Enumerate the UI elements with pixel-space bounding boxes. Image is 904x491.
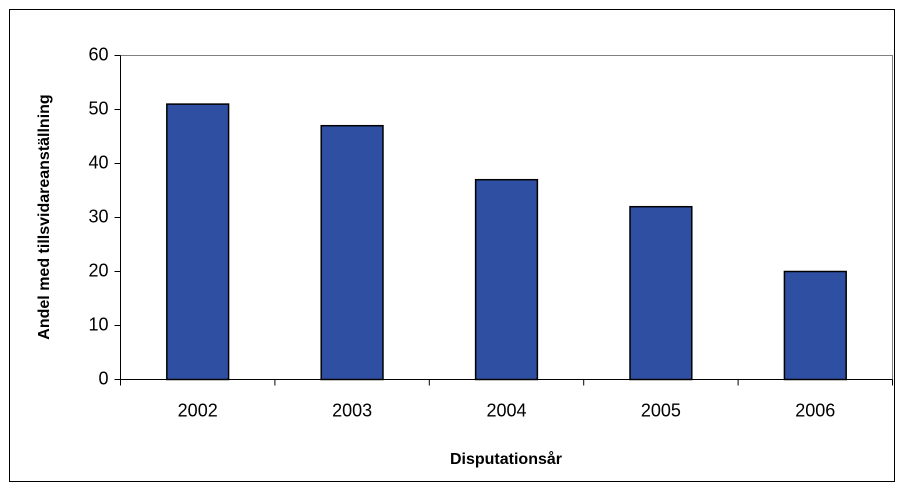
bar — [474, 178, 539, 381]
y-tick-label: 0 — [98, 368, 108, 388]
x-tick-label: 2003 — [332, 400, 372, 420]
x-tick-label: 2004 — [486, 400, 526, 420]
x-axis-label: Disputationsår — [450, 450, 562, 468]
bar — [783, 270, 847, 381]
y-axis-label: Andel med tillsvidareanställning — [36, 94, 53, 339]
y-tick-label: 10 — [88, 314, 108, 334]
y-tick-label: 40 — [88, 152, 108, 172]
y-tick-label: 30 — [88, 206, 108, 226]
y-tick-label: 50 — [88, 98, 108, 118]
x-tick-label: 2006 — [795, 400, 835, 420]
x-tick-label: 2005 — [641, 400, 681, 420]
y-tick-label: 60 — [88, 44, 108, 64]
bar — [629, 205, 693, 381]
bar — [166, 103, 230, 381]
y-tick-label: 20 — [88, 260, 108, 280]
x-tick-label: 2002 — [178, 400, 218, 420]
bar — [320, 124, 384, 381]
